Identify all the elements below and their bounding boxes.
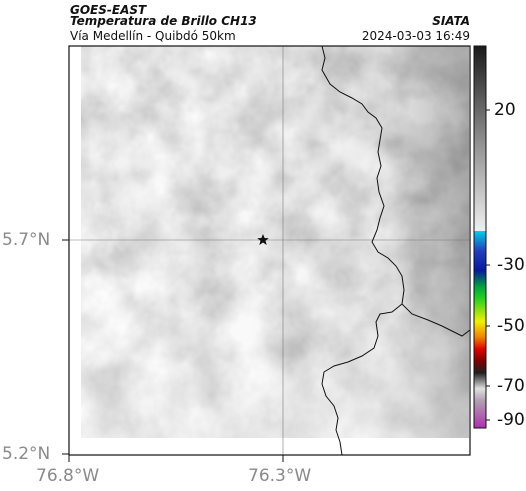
satellite-title: GOES-EAST <box>70 3 147 17</box>
map-frame <box>68 45 471 456</box>
lon-tick-label: 76.8°W <box>36 466 100 486</box>
product-title: Temperatura de Brillo CH13 <box>70 14 257 28</box>
border-line-north <box>321 45 471 337</box>
region-subtitle: Vía Medellín - Quibdó 50km <box>70 29 236 43</box>
lon-tick-label: 76.3°W <box>248 466 312 486</box>
colorbar-label: -50 <box>497 316 525 336</box>
colorbar-label: 20 <box>494 100 516 120</box>
colorbar-label: -90 <box>497 410 525 430</box>
lat-tick-label: 5.2°N <box>2 444 51 464</box>
lat-tick-label: 5.7°N <box>2 230 51 250</box>
colorbar-label: -70 <box>497 376 525 396</box>
timestamp-label: 2024-03-03 16:49 <box>361 29 470 43</box>
organization-label: SIATA <box>432 14 470 28</box>
colorbar <box>473 45 490 429</box>
colorbar-label: -30 <box>497 255 525 275</box>
star-icon <box>257 234 269 245</box>
cloud-field <box>81 46 469 438</box>
border-line-south <box>321 303 403 456</box>
